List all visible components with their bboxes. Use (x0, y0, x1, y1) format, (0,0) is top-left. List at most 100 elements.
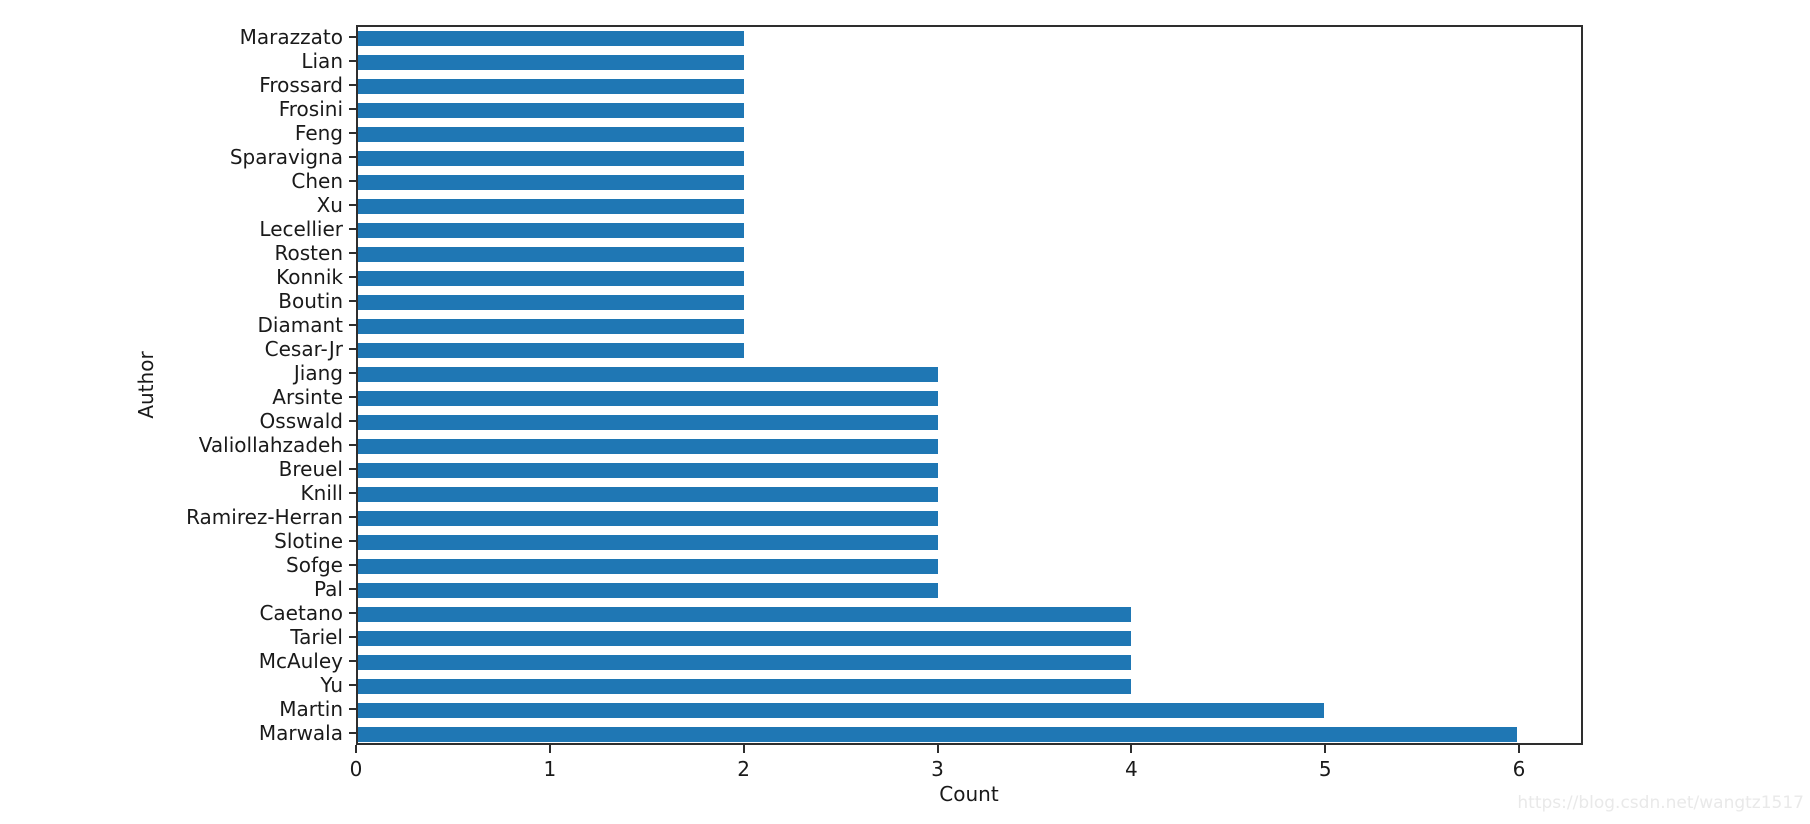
ytick-mark (349, 732, 356, 734)
bar-row-caetano (358, 603, 1581, 627)
bar-row-knill (358, 483, 1581, 507)
ytick-label-ramirez-herran: Ramirez-Herran (186, 505, 343, 529)
watermark: https://blog.csdn.net/wangtz1517 (1517, 793, 1804, 813)
plot-area (356, 25, 1583, 745)
bar-tariel (358, 631, 1131, 646)
ytick-mark (349, 84, 356, 86)
bar-row-frossard (358, 75, 1581, 99)
ytick-label-pal: Pal (314, 577, 343, 601)
bar-mcauley (358, 655, 1131, 670)
ytick-mark (349, 276, 356, 278)
ytick-label-rosten: Rosten (274, 241, 343, 265)
bar-pal (358, 583, 938, 598)
bar-row-mcauley (358, 651, 1581, 675)
bar-row-feng (358, 123, 1581, 147)
ytick-label-chen: Chen (291, 169, 343, 193)
bar-row-chen (358, 171, 1581, 195)
ytick-mark (349, 204, 356, 206)
bar-ramirez-herran (358, 511, 938, 526)
ytick-label-xu: Xu (316, 193, 343, 217)
ytick-mark (349, 372, 356, 374)
bar-row-ramirez-herran (358, 507, 1581, 531)
ytick-mark (349, 420, 356, 422)
xtick-label-0: 0 (349, 757, 363, 781)
bar-row-boutin (358, 291, 1581, 315)
y-axis-label: Author (134, 351, 158, 419)
bar-feng (358, 127, 745, 142)
bar-knill (358, 487, 938, 502)
ytick-label-frossard: Frossard (259, 73, 343, 97)
bar-row-konnik (358, 267, 1581, 291)
ytick-mark (349, 444, 356, 446)
bar-row-jiang (358, 363, 1581, 387)
ytick-mark (349, 540, 356, 542)
bar-row-pal (358, 579, 1581, 603)
ytick-label-yu: Yu (320, 673, 343, 697)
xtick-label-4: 4 (1124, 757, 1138, 781)
bar-breuel (358, 463, 938, 478)
bar-xu (358, 199, 745, 214)
ytick-label-sparavigna: Sparavigna (229, 145, 343, 169)
ytick-mark (349, 180, 356, 182)
xtick-mark (742, 745, 745, 753)
bar-row-sparavigna (358, 147, 1581, 171)
ytick-mark (349, 588, 356, 590)
ytick-label-marazzato: Marazzato (239, 25, 343, 49)
bar-row-martin (358, 699, 1581, 723)
ytick-mark (349, 108, 356, 110)
bar-marazzato (358, 31, 745, 46)
ytick-label-breuel: Breuel (278, 457, 343, 481)
bar-row-sofge (358, 555, 1581, 579)
xtick-mark (1130, 745, 1133, 753)
xtick-mark (355, 745, 357, 753)
xtick-label-2: 2 (737, 757, 751, 781)
ytick-label-knill: Knill (300, 481, 343, 505)
ytick-mark (349, 516, 356, 518)
bar-diamant (358, 319, 745, 334)
bar-frossard (358, 79, 745, 94)
xtick-label-6: 6 (1512, 757, 1526, 781)
bar-row-lian (358, 51, 1581, 75)
ytick-mark (349, 612, 356, 614)
ytick-label-caetano: Caetano (259, 601, 343, 625)
ytick-mark (349, 132, 356, 134)
bar-row-xu (358, 195, 1581, 219)
bar-marwala (358, 727, 1518, 742)
bar-yu (358, 679, 1131, 694)
xtick-label-1: 1 (543, 757, 557, 781)
xtick-label-3: 3 (931, 757, 944, 781)
bar-lecellier (358, 223, 745, 238)
xtick-label-5: 5 (1318, 757, 1332, 781)
ytick-label-valiollahzadeh: Valiollahzadeh (198, 433, 343, 457)
bar-row-cesar-jr (358, 339, 1581, 363)
bar-arsinte (358, 391, 938, 406)
bar-chen (358, 175, 745, 190)
bar-row-lecellier (358, 219, 1581, 243)
bar-row-valiollahzadeh (358, 435, 1581, 459)
ytick-label-lecellier: Lecellier (259, 217, 343, 241)
bar-boutin (358, 295, 745, 310)
ytick-label-osswald: Osswald (259, 409, 343, 433)
x-axis-label: Count (939, 782, 999, 806)
ytick-mark (349, 468, 356, 470)
bar-frosini (358, 103, 745, 118)
ytick-mark (349, 300, 356, 302)
bar-cesar-jr (358, 343, 745, 358)
bar-row-yu (358, 675, 1581, 699)
bar-lian (358, 55, 745, 70)
bar-row-breuel (358, 459, 1581, 483)
ytick-mark (349, 660, 356, 662)
ytick-label-martin: Martin (279, 697, 343, 721)
bar-caetano (358, 607, 1131, 622)
ytick-mark (349, 348, 356, 350)
ytick-label-lian: Lian (301, 49, 343, 73)
ytick-label-frosini: Frosini (278, 97, 343, 121)
ytick-label-mcauley: McAuley (258, 649, 343, 673)
ytick-label-konnik: Konnik (276, 265, 343, 289)
bar-row-arsinte (358, 387, 1581, 411)
ytick-label-feng: Feng (294, 121, 343, 145)
ytick-mark (349, 492, 356, 494)
xtick-mark (1518, 745, 1521, 753)
ytick-mark (349, 396, 356, 398)
